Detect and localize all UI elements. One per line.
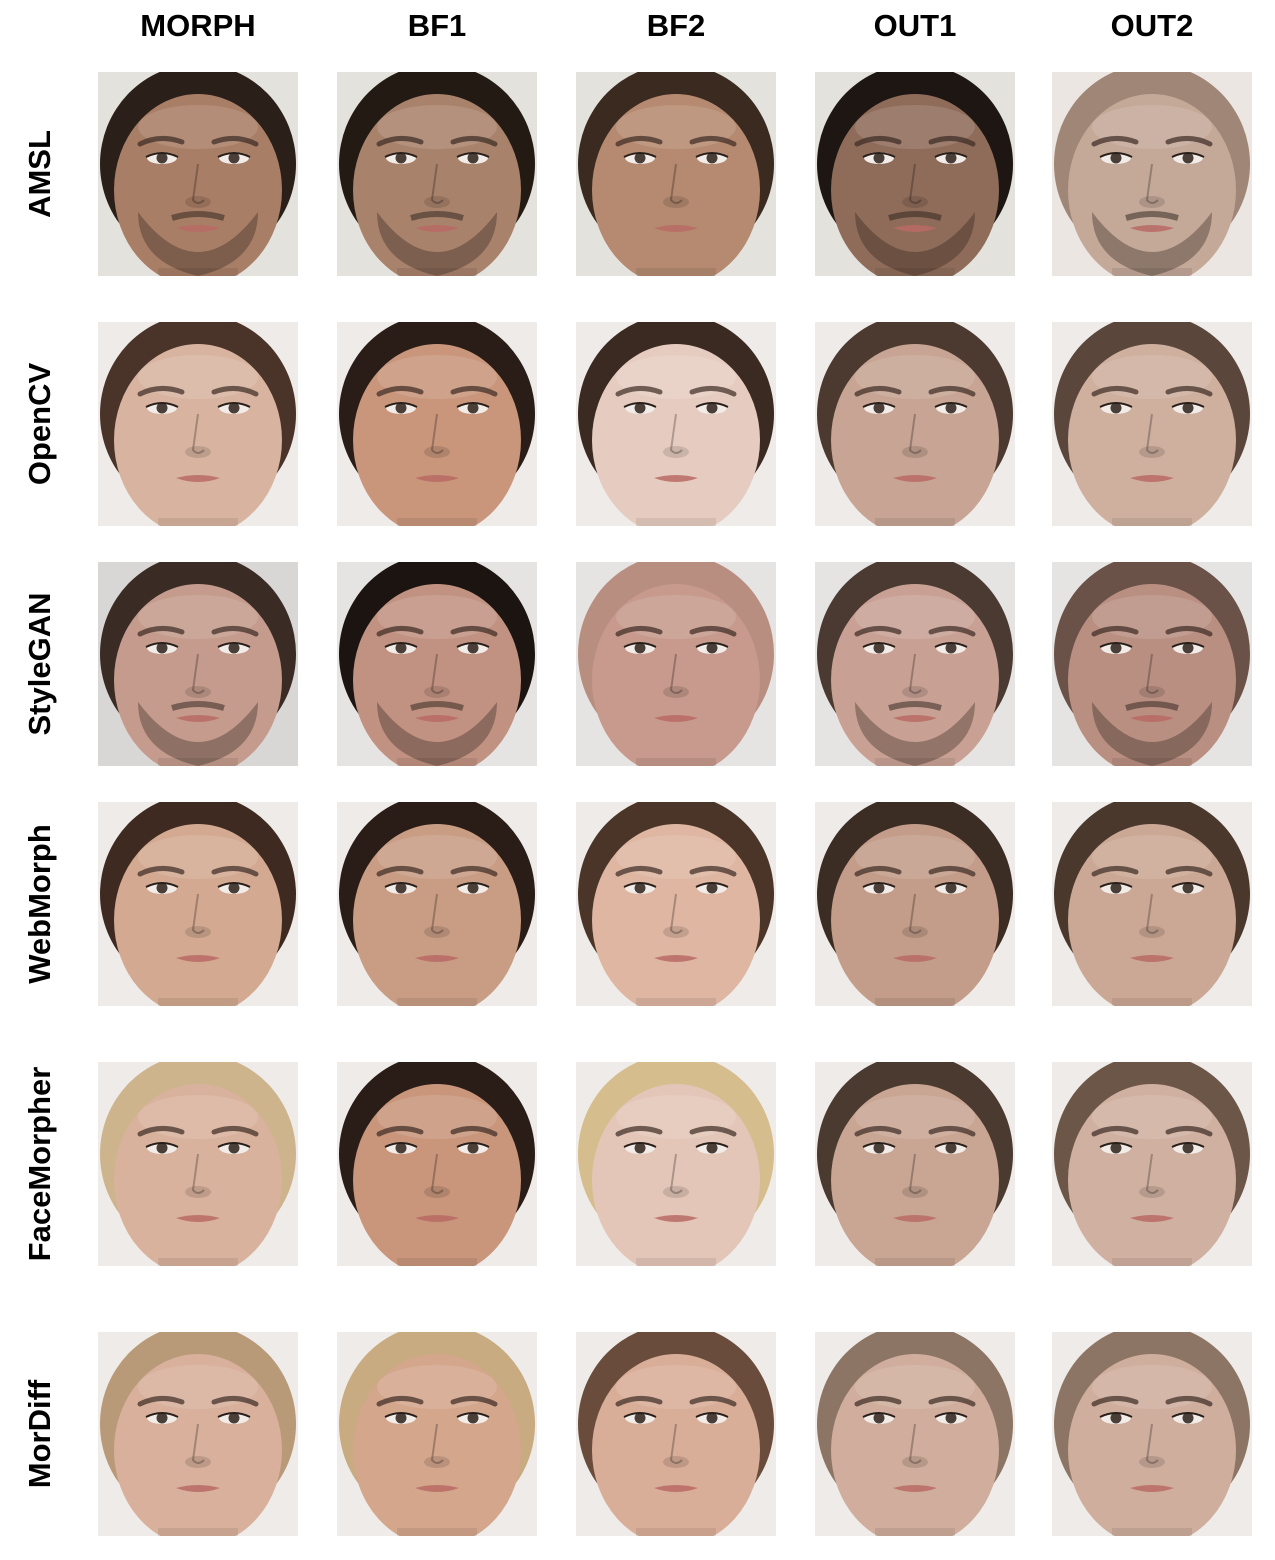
face-image-stylegan-out1	[815, 562, 1015, 766]
row-label-webmorph: WebMorph	[22, 824, 57, 984]
face-photo-icon	[98, 1332, 298, 1536]
column-header-out2: OUT2	[1110, 8, 1194, 43]
face-photo-icon	[98, 322, 298, 526]
face-photo-icon	[576, 1062, 776, 1266]
face-photo-icon	[815, 1062, 1015, 1266]
face-image-amsl-morph	[98, 72, 298, 276]
face-image-opencv-bf1	[337, 322, 537, 526]
face-photo-icon	[576, 72, 776, 276]
face-photo-icon	[1052, 1332, 1252, 1536]
face-image-facemorpher-out1	[815, 1062, 1015, 1266]
face-image-mordiff-out2	[1052, 1332, 1252, 1536]
face-photo-icon	[815, 72, 1015, 276]
face-photo-icon	[815, 562, 1015, 766]
row-label-mordiff: MorDiff	[22, 1379, 57, 1489]
face-photo-icon	[98, 562, 298, 766]
face-image-stylegan-morph	[98, 562, 298, 766]
face-image-amsl-out1	[815, 72, 1015, 276]
face-image-webmorph-out1	[815, 802, 1015, 1006]
face-image-mordiff-bf2	[576, 1332, 776, 1536]
column-header-out1: OUT1	[873, 8, 957, 43]
face-image-webmorph-morph	[98, 802, 298, 1006]
face-photo-icon	[1052, 562, 1252, 766]
face-image-mordiff-morph	[98, 1332, 298, 1536]
face-photo-icon	[576, 322, 776, 526]
face-photo-icon	[337, 72, 537, 276]
face-photo-icon	[337, 1062, 537, 1266]
face-photo-icon	[815, 1332, 1015, 1536]
face-image-opencv-out2	[1052, 322, 1252, 526]
face-photo-icon	[98, 1062, 298, 1266]
face-image-webmorph-out2	[1052, 802, 1252, 1006]
face-image-opencv-bf2	[576, 322, 776, 526]
face-photo-icon	[1052, 322, 1252, 526]
column-header-bf2: BF2	[646, 8, 706, 43]
face-photo-icon	[337, 1332, 537, 1536]
face-image-stylegan-bf1	[337, 562, 537, 766]
face-photo-icon	[1052, 72, 1252, 276]
face-photo-icon	[576, 1332, 776, 1536]
row-label-opencv: OpenCV	[22, 362, 57, 486]
face-photo-icon	[337, 802, 537, 1006]
face-image-stylegan-bf2	[576, 562, 776, 766]
face-image-amsl-bf1	[337, 72, 537, 276]
face-photo-icon	[1052, 802, 1252, 1006]
face-image-opencv-out1	[815, 322, 1015, 526]
column-header-bf1: BF1	[407, 8, 467, 43]
row-label-facemorpher: FaceMorpher	[22, 1066, 57, 1262]
face-photo-icon	[815, 802, 1015, 1006]
face-image-opencv-morph	[98, 322, 298, 526]
face-photo-icon	[576, 562, 776, 766]
row-label-amsl: AMSL	[22, 130, 57, 218]
row-label-stylegan: StyleGAN	[22, 592, 57, 736]
face-photo-icon	[98, 802, 298, 1006]
face-photo-icon	[815, 322, 1015, 526]
face-image-facemorpher-morph	[98, 1062, 298, 1266]
face-image-facemorpher-bf1	[337, 1062, 537, 1266]
face-photo-icon	[1052, 1062, 1252, 1266]
face-image-amsl-bf2	[576, 72, 776, 276]
face-image-mordiff-bf1	[337, 1332, 537, 1536]
face-photo-icon	[337, 322, 537, 526]
face-photo-icon	[337, 562, 537, 766]
face-image-webmorph-bf1	[337, 802, 537, 1006]
column-header-morph: MORPH	[140, 8, 256, 43]
face-image-webmorph-bf2	[576, 802, 776, 1006]
face-photo-icon	[98, 72, 298, 276]
face-image-facemorpher-out2	[1052, 1062, 1252, 1266]
face-image-amsl-out2	[1052, 72, 1252, 276]
face-image-stylegan-out2	[1052, 562, 1252, 766]
face-photo-icon	[576, 802, 776, 1006]
face-image-mordiff-out1	[815, 1332, 1015, 1536]
face-image-facemorpher-bf2	[576, 1062, 776, 1266]
